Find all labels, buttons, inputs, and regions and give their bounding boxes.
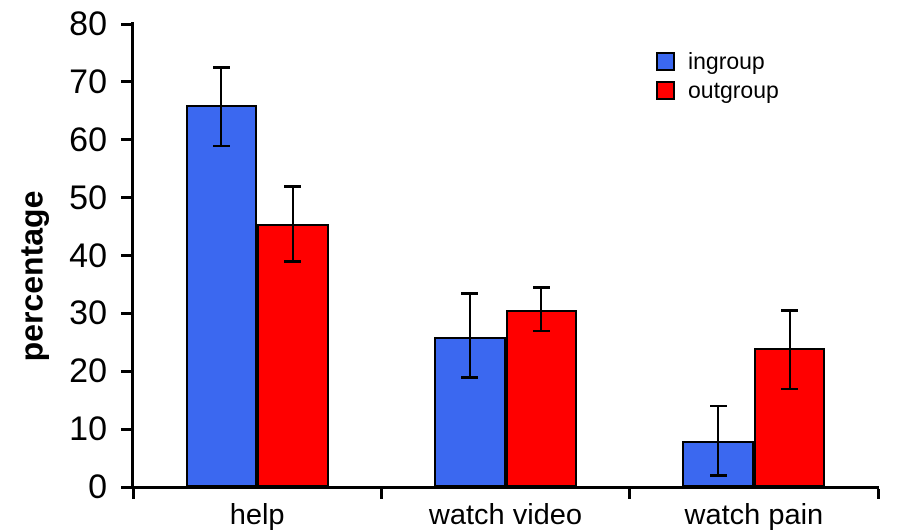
error-cap-top	[461, 292, 479, 295]
y-tick-label: 40	[69, 236, 107, 275]
bar-watch-pain-outgroup	[753, 348, 826, 487]
y-tick-label: 30	[69, 294, 107, 333]
x-category-label: watch pain	[684, 499, 824, 531]
bar-help-ingroup	[185, 105, 258, 487]
y-axis	[131, 22, 134, 489]
x-tick	[876, 488, 880, 499]
error-cap-top	[532, 286, 550, 289]
error-cap-top	[709, 404, 727, 408]
legend-label-outgroup: outgroup	[688, 77, 779, 103]
y-tick	[121, 138, 131, 142]
y-tick	[121, 254, 131, 257]
x-tick	[628, 488, 632, 499]
error-bar-outgroup	[540, 287, 543, 331]
legend-swatch-outgroup	[656, 81, 675, 100]
x-tick	[379, 488, 383, 499]
y-tick	[121, 427, 131, 431]
error-cap-top	[212, 66, 230, 69]
y-tick	[121, 485, 131, 489]
error-cap-bottom	[212, 144, 230, 148]
error-bar-outgroup	[291, 186, 294, 262]
error-cap-bottom	[532, 329, 550, 333]
y-tick-label: 20	[69, 352, 107, 391]
y-tick-label: 60	[69, 120, 107, 159]
error-cap-top	[781, 309, 799, 312]
error-bar-ingroup	[717, 405, 720, 476]
x-tick	[131, 488, 135, 499]
y-tick	[121, 80, 131, 84]
error-bar-ingroup	[468, 293, 471, 378]
y-tick	[121, 22, 131, 26]
y-tick-label: 10	[69, 410, 107, 449]
bar-help-outgroup	[257, 223, 329, 487]
legend: ingroup outgroup	[656, 48, 779, 110]
legend-swatch-ingroup	[656, 52, 675, 71]
error-bar-outgroup	[788, 310, 791, 389]
y-tick-label: 0	[88, 468, 107, 506]
error-bar-ingroup	[220, 67, 223, 146]
y-tick-label: 70	[69, 62, 107, 101]
y-tick	[121, 311, 131, 315]
y-tick	[121, 369, 131, 373]
legend-label-ingroup: ingroup	[688, 48, 765, 74]
error-cap-top	[284, 185, 302, 188]
y-tick-label: 50	[69, 178, 107, 217]
y-tick	[121, 196, 131, 200]
y-tick-label: 80	[69, 5, 107, 43]
x-category-label: watch video	[428, 499, 583, 531]
x-axis	[131, 485, 879, 489]
bar-watch-video-outgroup	[505, 310, 577, 487]
error-cap-bottom	[709, 474, 727, 477]
error-cap-bottom	[284, 260, 302, 263]
x-category-label: help	[229, 499, 285, 531]
error-cap-bottom	[781, 387, 799, 391]
legend-item-outgroup: outgroup	[656, 77, 779, 103]
error-cap-bottom	[461, 376, 479, 379]
legend-item-ingroup: ingroup	[656, 48, 779, 74]
